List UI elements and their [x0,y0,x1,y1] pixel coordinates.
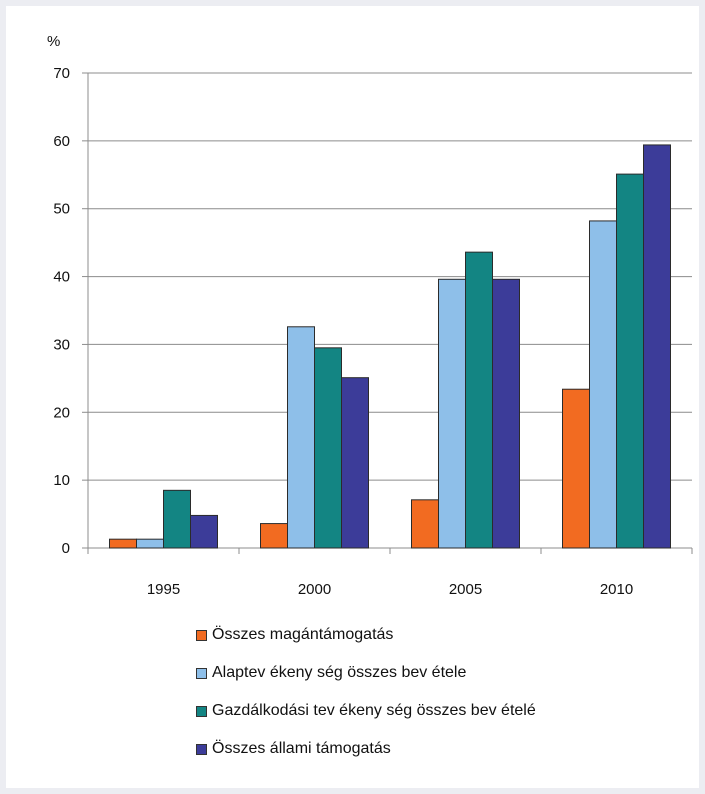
legend-swatch [196,705,207,717]
legend-item-business-revenue: Gazdálkodási tev ékeny ség összes bev ét… [196,696,536,726]
legend-item-core-revenue: Alaptev ékeny ség összes bev étele [196,658,536,688]
bar [616,173,644,549]
bar [260,523,288,549]
x-tick-label: 2010 [600,581,633,598]
y-tick-label: 70 [53,65,70,82]
x-tick-label: 2005 [449,581,482,598]
chart-legend: Összes magántámogatás Alaptev ékeny ség … [196,620,536,772]
legend-item-private-support: Összes magántámogatás [196,620,536,650]
bar [190,514,218,549]
y-tick-label: 20 [53,404,70,421]
legend-item-state-support: Összes állami támogatás [196,734,536,764]
bar [589,220,617,549]
bar [314,347,342,549]
y-tick-label: 50 [53,201,70,218]
bar [438,278,466,549]
bar [492,278,520,549]
bar [562,388,590,549]
bar [341,377,369,549]
x-tick-label: 2000 [298,581,331,598]
x-tick-label: 1995 [147,581,180,598]
legend-label: Alaptev ékeny ség összes bev étele [212,664,467,681]
y-tick-label: 60 [53,133,70,150]
legend-swatch [196,667,207,679]
legend-label: Összes magántámogatás [212,626,394,643]
bar [287,326,315,549]
bar [465,251,493,549]
bar [109,538,137,549]
y-unit-label: % [47,33,60,50]
y-tick-label: 40 [53,269,70,286]
legend-label: Gazdálkodási tev ékeny ség összes bev ét… [212,702,536,719]
bar [643,144,671,549]
y-tick-label: 0 [62,540,70,557]
bar [136,538,164,549]
legend-label: Összes állami támogatás [212,740,391,757]
bar [411,499,439,549]
legend-swatch [196,629,207,641]
bar [163,489,191,549]
y-tick-label: 30 [53,336,70,353]
legend-swatch [196,743,207,755]
y-tick-label: 10 [53,472,70,489]
